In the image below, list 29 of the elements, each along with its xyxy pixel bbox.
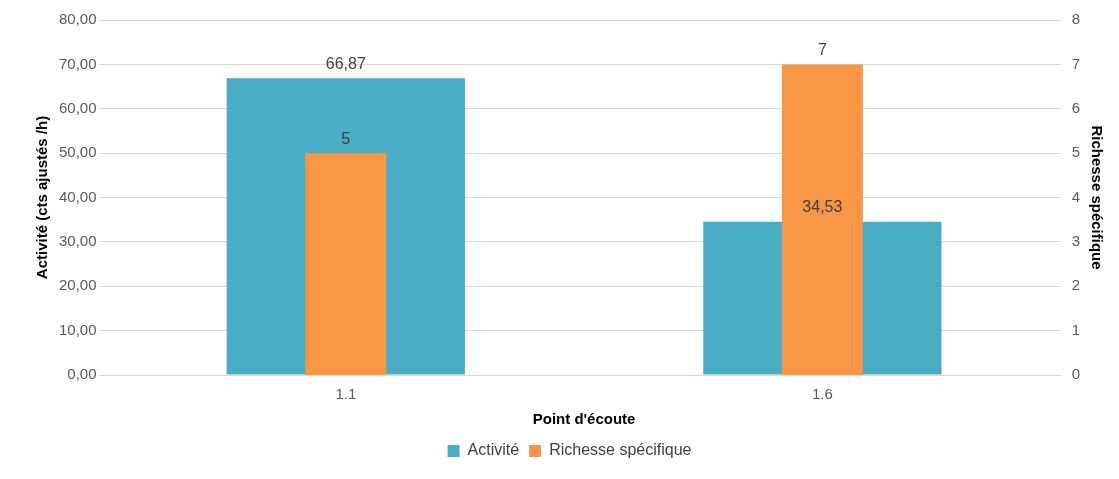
y-tick-label: 20,00 — [58, 276, 97, 294]
legend-label: Activité — [467, 441, 520, 459]
y-tick-label: 40,00 — [58, 187, 97, 205]
y-tick-label: 30,00 — [58, 232, 97, 250]
data-label: 5 — [341, 129, 351, 147]
y-tick-label: 60,00 — [58, 98, 97, 116]
y-tick-label: 0,00 — [67, 365, 97, 383]
y2-tick-label: 0 — [1071, 365, 1080, 383]
legend-label: Richesse spécifique — [549, 441, 692, 459]
y2-tick-label: 5 — [1071, 143, 1080, 161]
data-label: 66,87 — [325, 54, 366, 72]
y-tick-label: 50,00 — [58, 143, 97, 161]
y-tick-label: 10,00 — [58, 320, 97, 338]
y-tick-label: 80,00 — [58, 10, 97, 28]
y2-tick-label: 8 — [1071, 10, 1080, 28]
x-axis-title: Point d'écoute — [532, 410, 636, 428]
y2-axis-title: Richesse spécifique — [1088, 125, 1106, 270]
y2-tick-label: 3 — [1071, 232, 1080, 250]
x-tick-label: 1.1 — [335, 385, 357, 403]
data-label: 7 — [817, 40, 827, 58]
y-axis-title: Activité (cts ajustés /h) — [33, 115, 51, 280]
y2-tick-label: 2 — [1071, 276, 1080, 294]
y2-tick-label: 7 — [1071, 54, 1080, 72]
x-tick-label: 1.6 — [811, 385, 833, 403]
y2-tick-label: 6 — [1071, 98, 1080, 116]
y2-tick-label: 1 — [1071, 320, 1080, 338]
y2-tick-label: 4 — [1071, 187, 1080, 205]
data-label: 34,53 — [802, 198, 843, 216]
y-tick-label: 70,00 — [58, 54, 97, 72]
